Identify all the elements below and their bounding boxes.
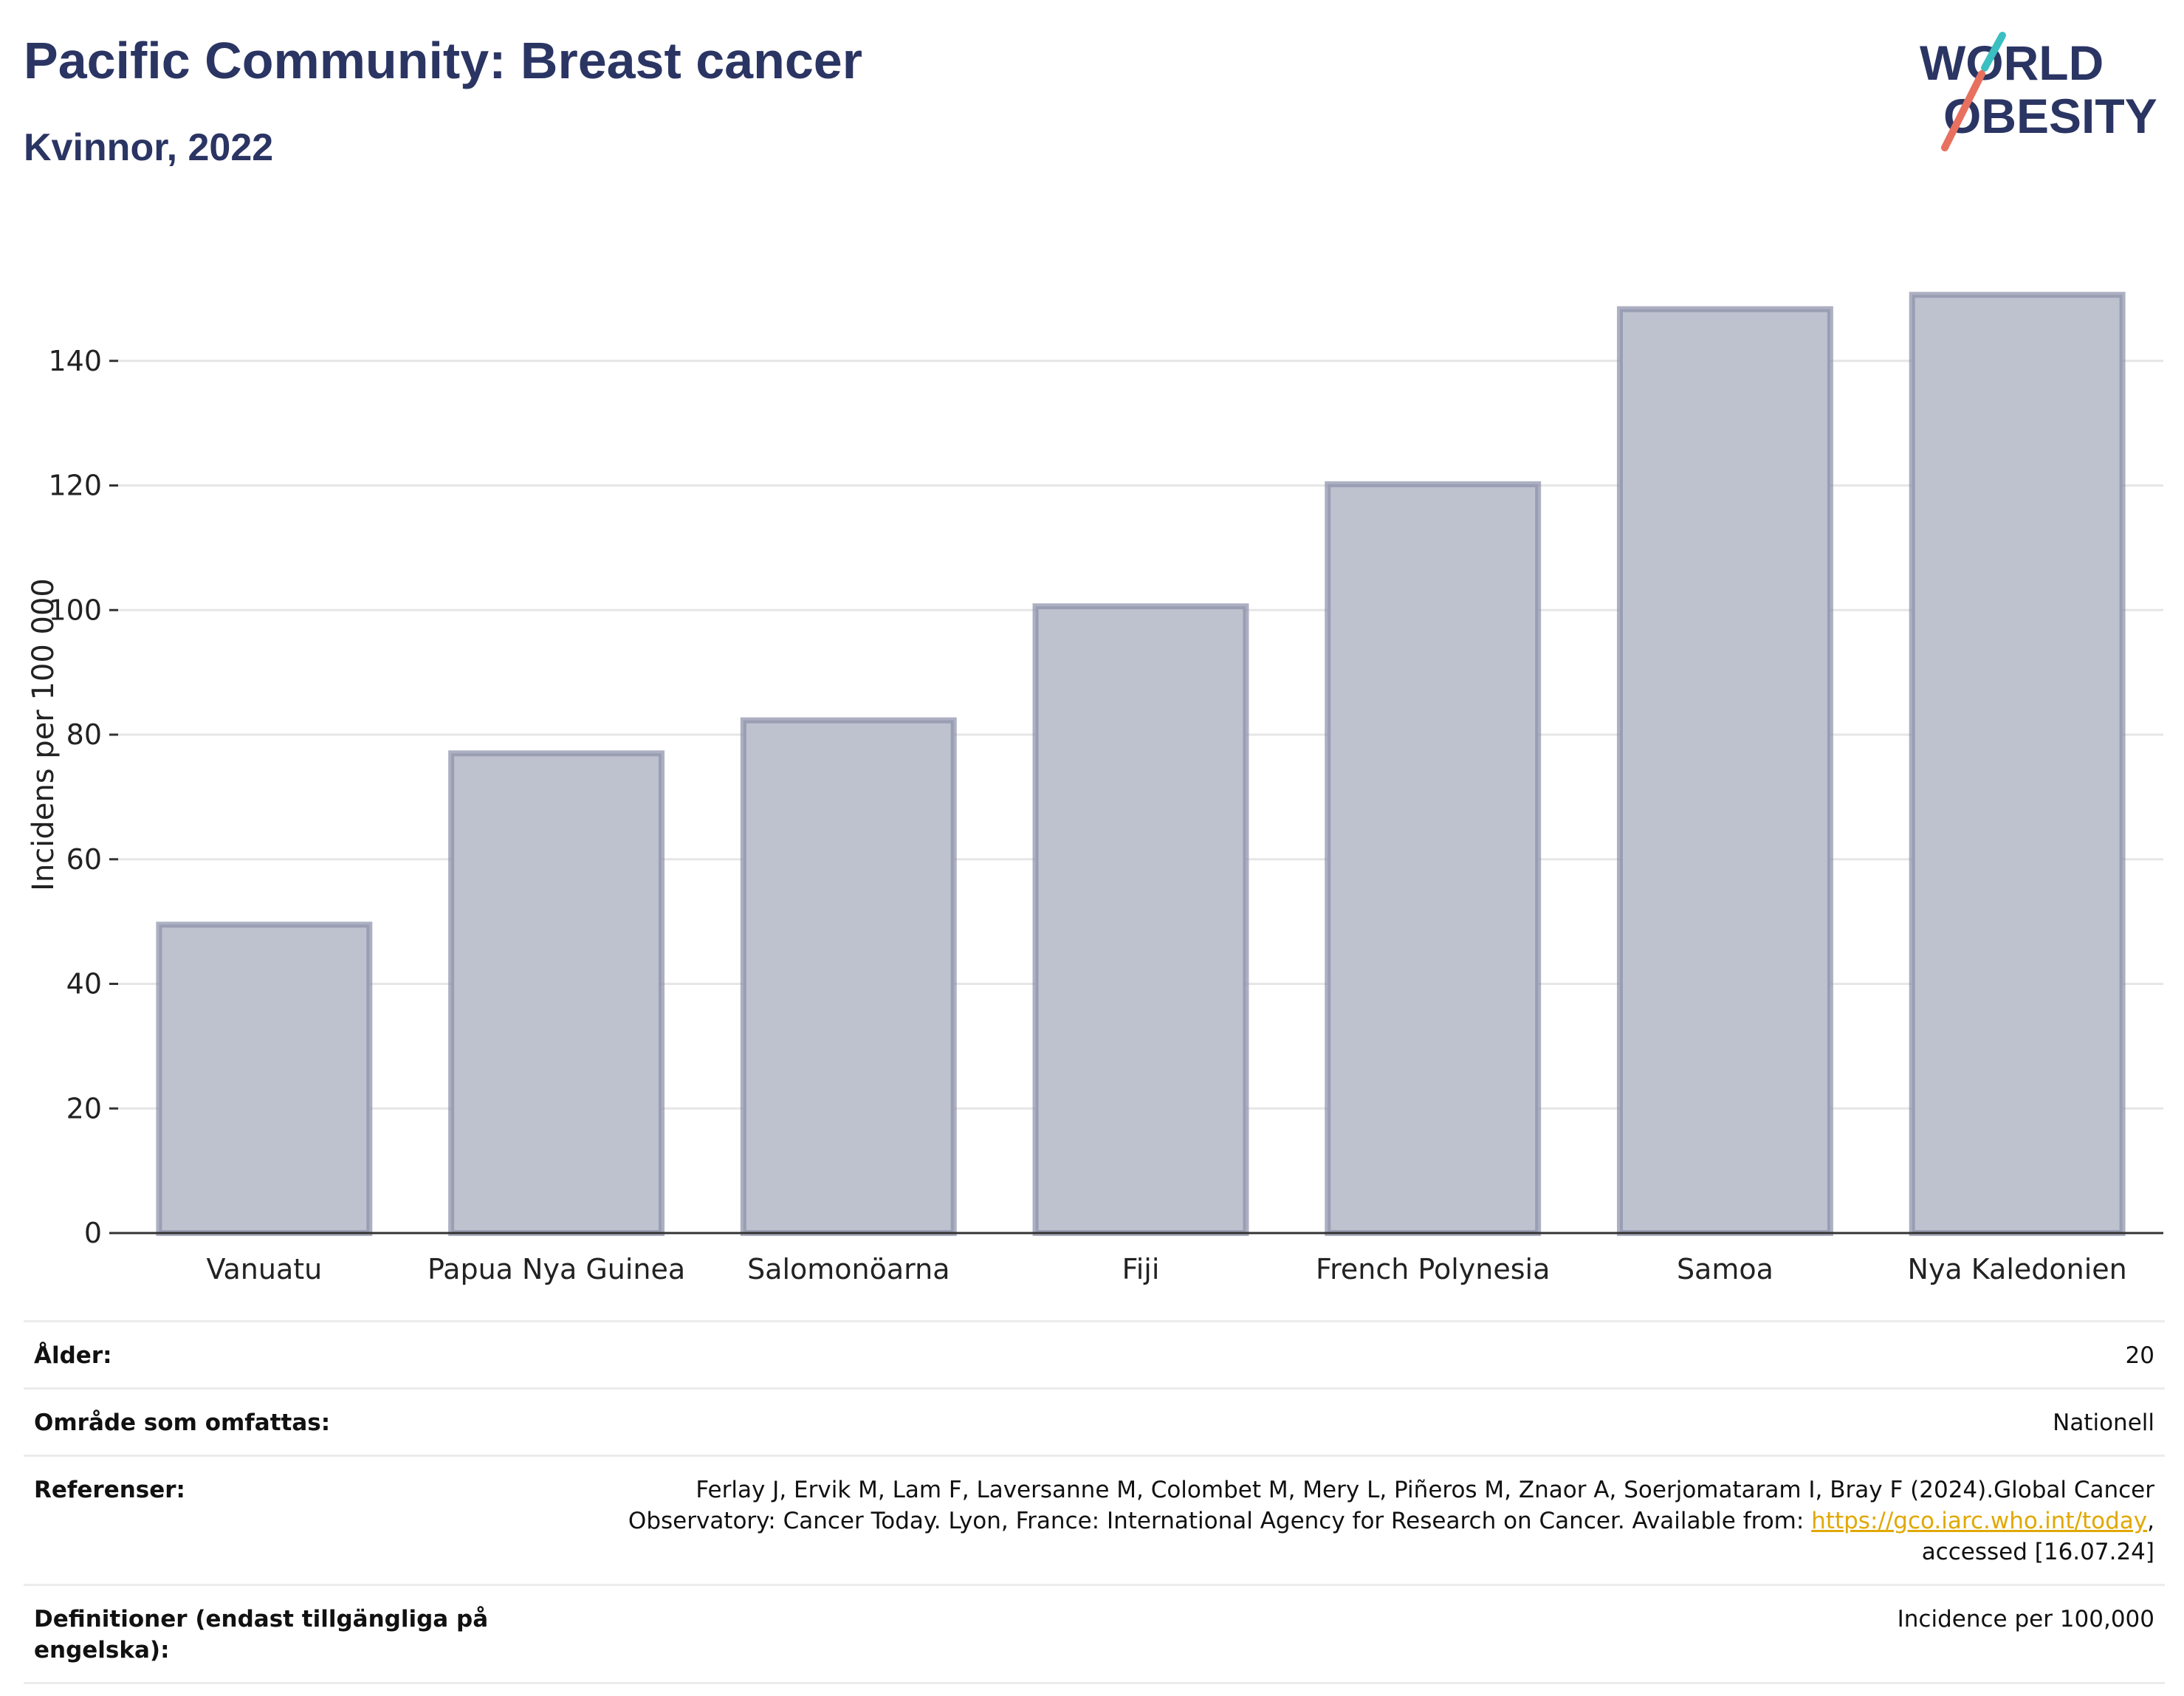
meta-key: Område som omfattas:: [34, 1410, 331, 1436]
page-subtitle: Kvinnor, 2022: [24, 126, 274, 169]
y-tick-label: 120: [48, 470, 102, 502]
reference-link[interactable]: https://gco.iarc.who.int/today: [1811, 1508, 2148, 1534]
x-tick-label: Vanuatu: [206, 1253, 322, 1285]
meta-row-age: Ålder: 20: [24, 1320, 2165, 1387]
metadata-table: Ålder: 20 Område som omfattas: Nationell…: [24, 1320, 2165, 1684]
y-tick-label: 80: [66, 718, 102, 751]
logo-slash-coral: [1941, 70, 1985, 151]
meta-value: Nationell: [2053, 1410, 2154, 1436]
reference-line-2: Observatory: Cancer Today. Lyon, France:…: [506, 1506, 2154, 1537]
meta-key: Definitioner (endast tillgängliga på eng…: [34, 1606, 489, 1664]
meta-value: Ferlay J, Ervik M, Lam F, Laversanne M, …: [506, 1474, 2154, 1568]
bar: [1616, 306, 1833, 1236]
bar: [1032, 603, 1249, 1236]
bar-chart: 0 20 40 60 80 100 120 140 Vanuatu Papua Nya Guin…: [27, 292, 2163, 1285]
y-tick-label: 100: [48, 594, 102, 626]
reference-text: Observatory: Cancer Today. Lyon, France:…: [628, 1508, 1812, 1534]
logo-line1: WORLD: [1920, 35, 2104, 90]
x-tick-label: Fiji: [1122, 1253, 1160, 1285]
meta-value: Incidence per 100,000: [1897, 1606, 2154, 1633]
y-tick-label: 20: [66, 1092, 102, 1125]
logo-slash-teal: [1981, 32, 2006, 72]
bar: [156, 921, 373, 1236]
y-axis: 0 20 40 60 80 100 120 140: [48, 345, 118, 1249]
bar: [740, 717, 957, 1236]
x-axis: Vanuatu Papua Nya Guinea Salomonöarna Fiji F…: [118, 1232, 2163, 1285]
y-tick-label: 140: [48, 345, 102, 377]
reference-line-3: accessed [16.07.24]: [1921, 1539, 2154, 1565]
bar: [448, 750, 665, 1236]
meta-key: Referenser:: [34, 1477, 185, 1503]
y-tick-label: 60: [66, 843, 102, 876]
logo-line2: OBESITY: [1943, 89, 2157, 143]
y-axis-title: Incidens per 100 000: [27, 578, 61, 891]
y-tick-label: 0: [84, 1217, 102, 1249]
meta-row-references: Referenser: Ferlay J, Ervik M, Lam F, La…: [24, 1455, 2165, 1584]
bar: [1909, 292, 2126, 1236]
meta-key: Ålder:: [34, 1342, 112, 1369]
meta-value: 20: [2125, 1342, 2154, 1369]
x-tick-label: Samoa: [1677, 1253, 1773, 1285]
reference-comma: ,: [2147, 1508, 2154, 1534]
world-obesity-logo: WORLD OBESITY: [1920, 32, 2157, 151]
meta-row-definitions: Definitioner (endast tillgängliga på eng…: [24, 1584, 2165, 1684]
x-tick-label: Salomonöarna: [747, 1253, 950, 1285]
reference-line-1: Ferlay J, Ervik M, Lam F, Laversanne M, …: [696, 1477, 2154, 1503]
bars: [156, 292, 2126, 1236]
meta-row-area: Område som omfattas: Nationell: [24, 1387, 2165, 1455]
bar: [1325, 481, 1542, 1236]
x-tick-label: Nya Kaledonien: [1908, 1253, 2127, 1285]
x-tick-label: French Polynesia: [1316, 1253, 1550, 1285]
x-tick-label: Papua Nya Guinea: [427, 1253, 685, 1285]
y-tick-label: 40: [66, 968, 102, 1000]
page-title: Pacific Community: Breast cancer: [24, 32, 862, 89]
